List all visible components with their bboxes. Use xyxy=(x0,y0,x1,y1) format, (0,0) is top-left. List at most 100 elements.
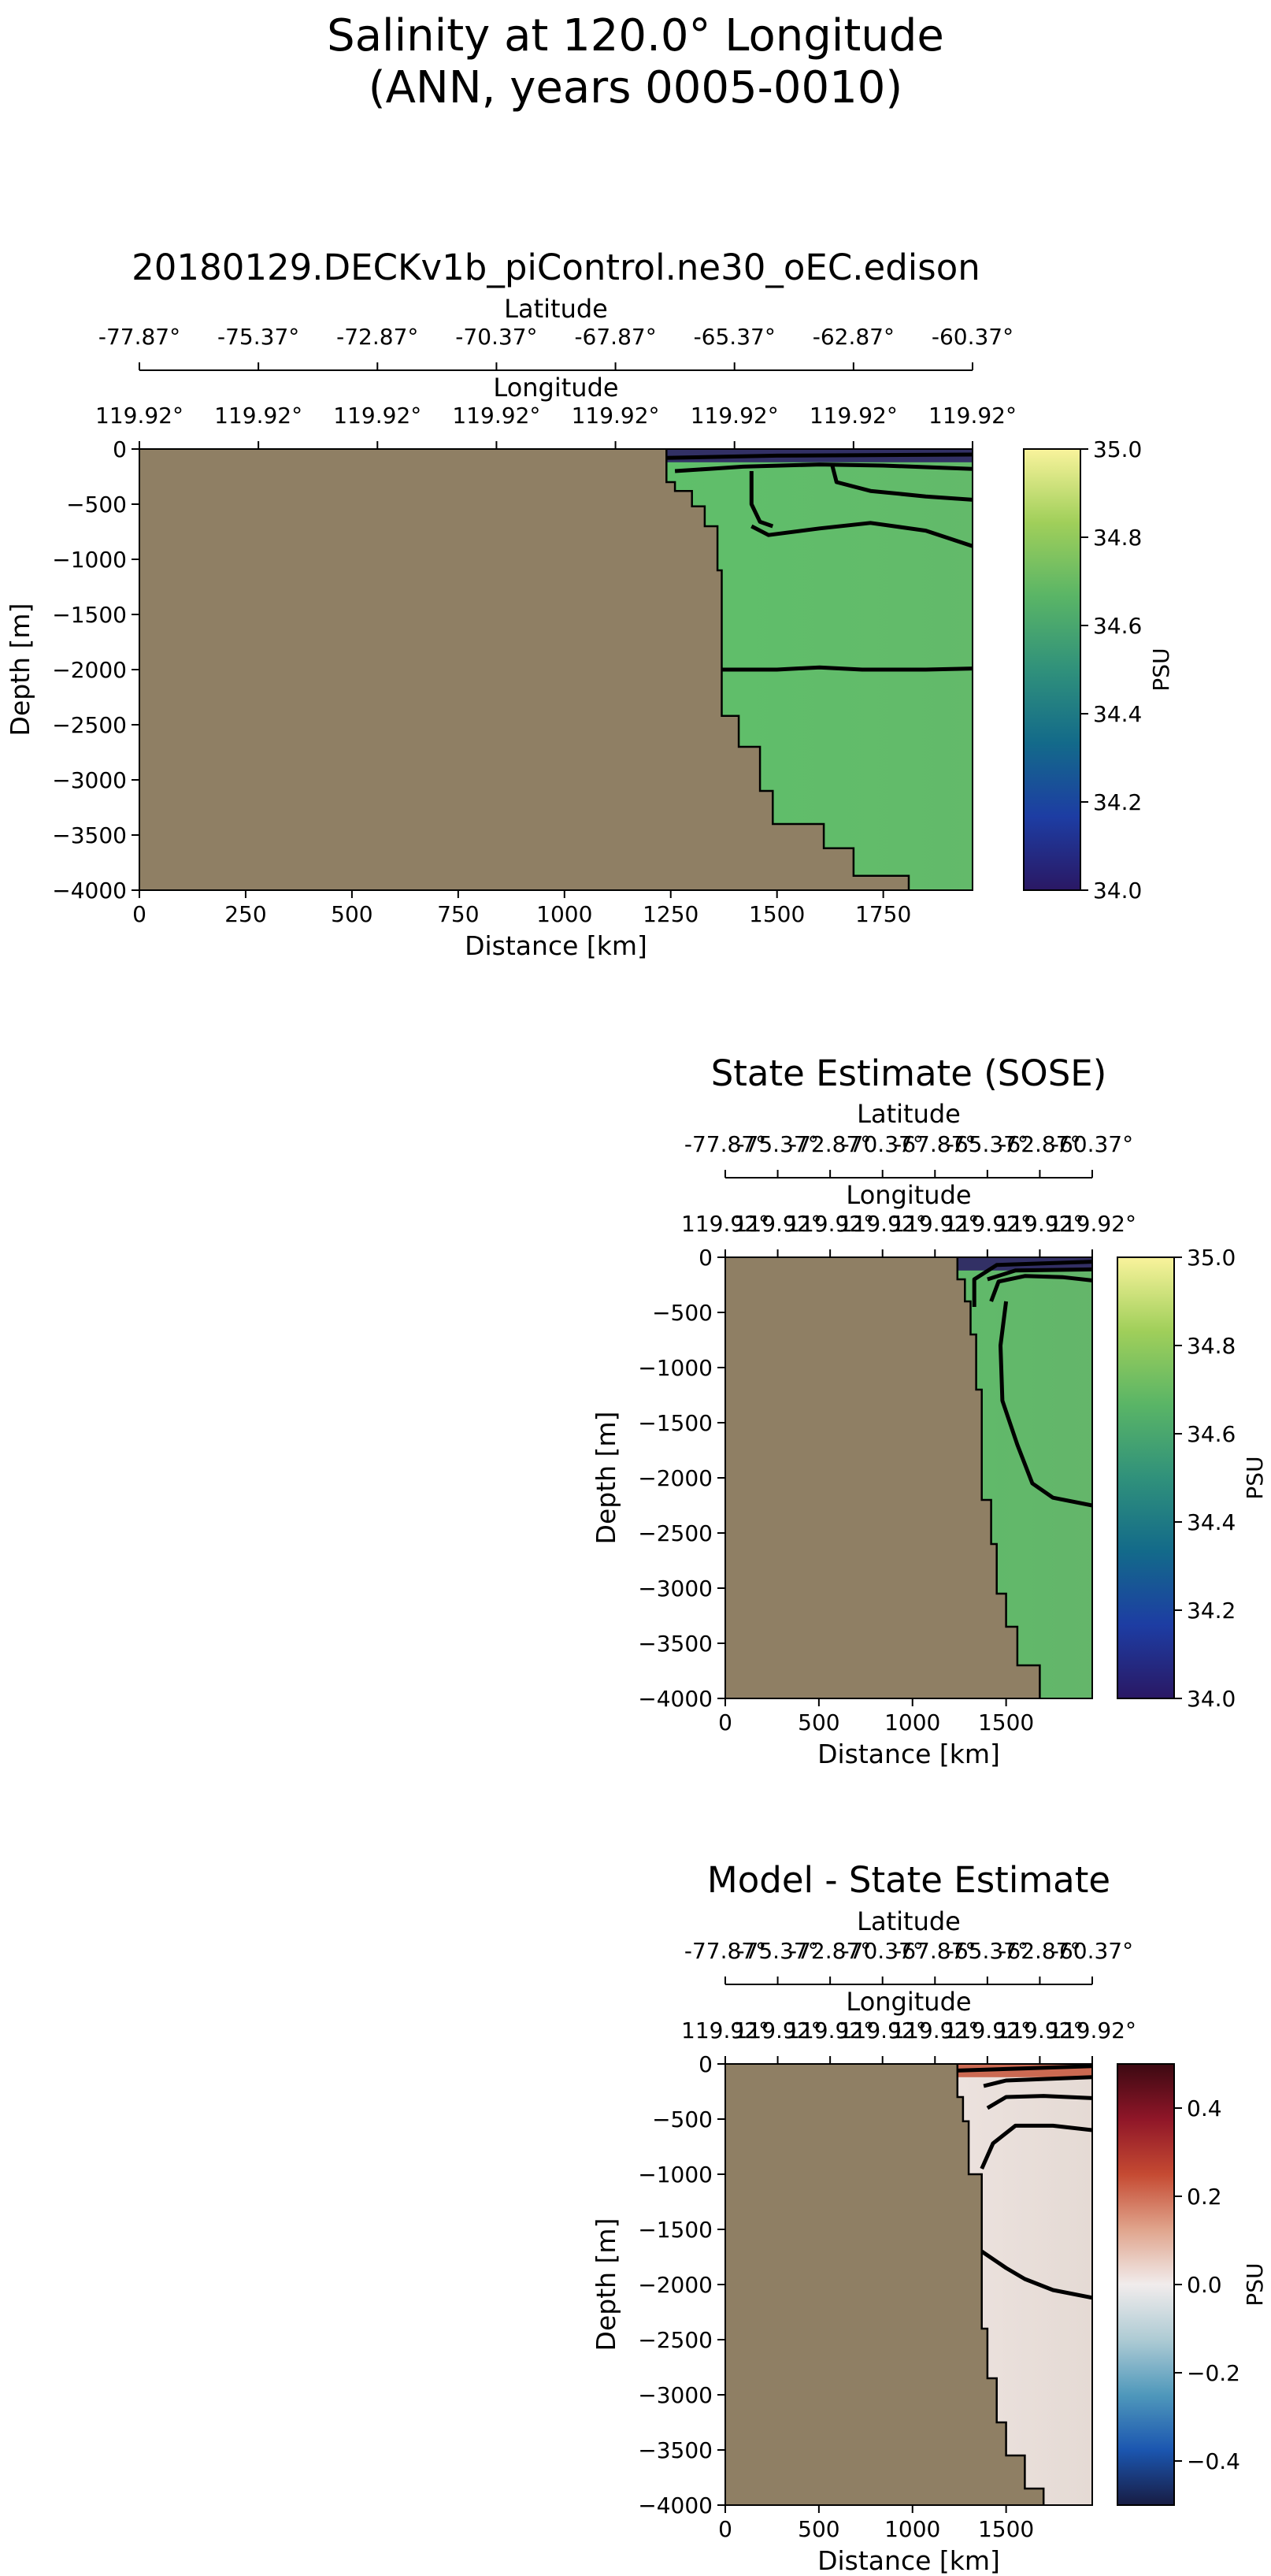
bathymetry-outline xyxy=(956,1257,1041,1698)
latitude-tick-label: -60.37° xyxy=(1051,1938,1133,1964)
latitude-tick-label: -65.37° xyxy=(947,1938,1028,1964)
x-tick-label: 1750 xyxy=(855,901,911,927)
colorbar-tick-label: 34.4 xyxy=(1093,701,1142,727)
y-tick-label: −2500 xyxy=(52,712,127,738)
latitude-axis-label: Latitude xyxy=(504,294,608,324)
y-tick-label: −3500 xyxy=(638,2437,713,2463)
x-tick-label: 1000 xyxy=(884,1709,940,1735)
bathymetry-outline xyxy=(665,449,910,890)
y-tick-label: −4000 xyxy=(52,878,127,904)
longitude-tick-label: 119.92° xyxy=(681,2017,769,2043)
x-tick-label: 0 xyxy=(132,901,146,927)
y-tick-label: 0 xyxy=(113,436,127,462)
plot-area xyxy=(725,2064,1092,2505)
y-axis-label: Depth [m] xyxy=(5,603,35,737)
y-axis-label: Depth [m] xyxy=(591,1412,621,1545)
longitude-tick-label: 119.92° xyxy=(839,1211,927,1237)
latitude-tick-label: -77.87° xyxy=(684,1131,766,1157)
latitude-tick-label: -75.37° xyxy=(217,324,299,350)
x-tick-label: 500 xyxy=(798,1709,839,1735)
colorbar-tick-label: 34.8 xyxy=(1187,1333,1236,1359)
longitude-tick-label: 119.92° xyxy=(452,403,540,429)
x-tick-label: 1000 xyxy=(536,901,592,927)
colorbar-tick-label: 0.4 xyxy=(1187,2095,1222,2121)
ocean-field xyxy=(957,1257,1092,1698)
longitude-tick-label: 119.92° xyxy=(995,1211,1084,1237)
longitude-tick-label: 119.92° xyxy=(810,403,898,429)
latitude-tick-label: -60.37° xyxy=(1051,1131,1133,1157)
y-tick-label: −500 xyxy=(652,1300,713,1326)
longitude-tick-label: 119.92° xyxy=(95,403,183,429)
y-tick-label: −2000 xyxy=(638,2272,713,2298)
colorbar-tick-label: 0.0 xyxy=(1187,2272,1222,2298)
contour-line-5 xyxy=(957,2064,1092,2073)
colorbar-label: PSU xyxy=(1242,1456,1268,1499)
y-tick-label: −1500 xyxy=(638,1410,713,1436)
figure-title-line2: (ANN, years 0005-0010) xyxy=(368,62,903,113)
latitude-tick-label: -72.87° xyxy=(789,1938,871,1964)
y-tick-label: 0 xyxy=(698,2051,713,2077)
y-tick-label: 0 xyxy=(698,1245,713,1271)
colorbar-tick-label: 34.4 xyxy=(1187,1509,1236,1535)
contour-line-3 xyxy=(986,2094,1092,2110)
longitude-tick-label: 119.92° xyxy=(734,1211,822,1237)
colorbar-tick-label: 34.0 xyxy=(1093,878,1142,904)
latitude-tick-label: -67.87° xyxy=(894,1131,976,1157)
colorbar xyxy=(1117,1256,1175,1699)
y-tick-label: −2500 xyxy=(638,1520,713,1546)
longitude-tick-label: 119.92° xyxy=(839,2017,927,2043)
y-tick-label: −3500 xyxy=(52,822,127,848)
x-axis-label: Distance [km] xyxy=(817,2545,1000,2576)
longitude-tick-label: 119.92° xyxy=(681,1211,769,1237)
x-tick-label: 0 xyxy=(718,1709,732,1735)
colorbar-tick-label: 0.2 xyxy=(1187,2184,1222,2210)
contour-line-1 xyxy=(721,665,973,672)
longitude-tick-label: 119.92° xyxy=(786,1211,874,1237)
y-tick-label: −3000 xyxy=(638,1576,713,1602)
colorbar-label: PSU xyxy=(1148,648,1174,691)
y-tick-label: −4000 xyxy=(638,2492,713,2518)
longitude-tick-label: 119.92° xyxy=(691,403,779,429)
colorbar-tick-label: 34.6 xyxy=(1187,1421,1236,1447)
ocean-field xyxy=(666,449,973,890)
colorbar xyxy=(1023,448,1081,891)
latitude-tick-label: -60.37° xyxy=(932,324,1013,350)
contour-line-1 xyxy=(980,2249,1092,2300)
contour-line-4 xyxy=(983,2075,1092,2088)
contour-line-3 xyxy=(987,1267,1092,1282)
x-axis-label: Distance [km] xyxy=(817,1739,1000,1769)
y-tick-label: −1000 xyxy=(52,547,127,573)
colorbar-tick-label: 34.0 xyxy=(1187,1686,1236,1712)
longitude-tick-label: 119.92° xyxy=(572,403,660,429)
y-axis-label: Depth [m] xyxy=(591,2218,621,2351)
longitude-tick-label: 119.92° xyxy=(891,2017,979,2043)
contour-line-5 xyxy=(674,462,973,473)
latitude-tick-label: -65.37° xyxy=(947,1131,1028,1157)
x-tick-label: 750 xyxy=(437,901,479,927)
longitude-tick-label: 119.92° xyxy=(786,2017,874,2043)
colorbar-label: PSU xyxy=(1242,2262,1268,2306)
x-tick-label: 500 xyxy=(331,901,372,927)
contour-line-1 xyxy=(999,1301,1092,1508)
y-tick-label: −500 xyxy=(66,492,127,518)
y-tick-label: −3000 xyxy=(638,2382,713,2408)
latitude-tick-label: -70.37° xyxy=(842,1938,924,1964)
y-tick-label: −3000 xyxy=(52,767,127,793)
colorbar-tick-label: −0.4 xyxy=(1187,2448,1240,2474)
y-tick-label: −1000 xyxy=(638,2162,713,2188)
contour-line-2 xyxy=(750,521,973,548)
latitude-tick-label: -72.87° xyxy=(336,324,418,350)
panel-title: 20180129.DECKv1b_piControl.ne30_oEC.edis… xyxy=(132,247,980,288)
contour-line-2 xyxy=(989,1274,1092,1302)
y-tick-label: −2000 xyxy=(638,1465,713,1491)
latitude-tick-label: -77.87° xyxy=(684,1938,766,1964)
longitude-tick-label: 119.92° xyxy=(943,2017,1032,2043)
figure-title-line1: Salinity at 120.0° Longitude xyxy=(327,10,944,61)
latitude-tick-label: -62.87° xyxy=(999,1131,1080,1157)
latitude-tick-label: -75.37° xyxy=(736,1938,818,1964)
longitude-tick-label: 119.92° xyxy=(928,403,1017,429)
plot-area xyxy=(725,1257,1092,1698)
ocean-field xyxy=(957,2064,1092,2505)
colorbar-tick-label: 34.8 xyxy=(1093,525,1142,551)
